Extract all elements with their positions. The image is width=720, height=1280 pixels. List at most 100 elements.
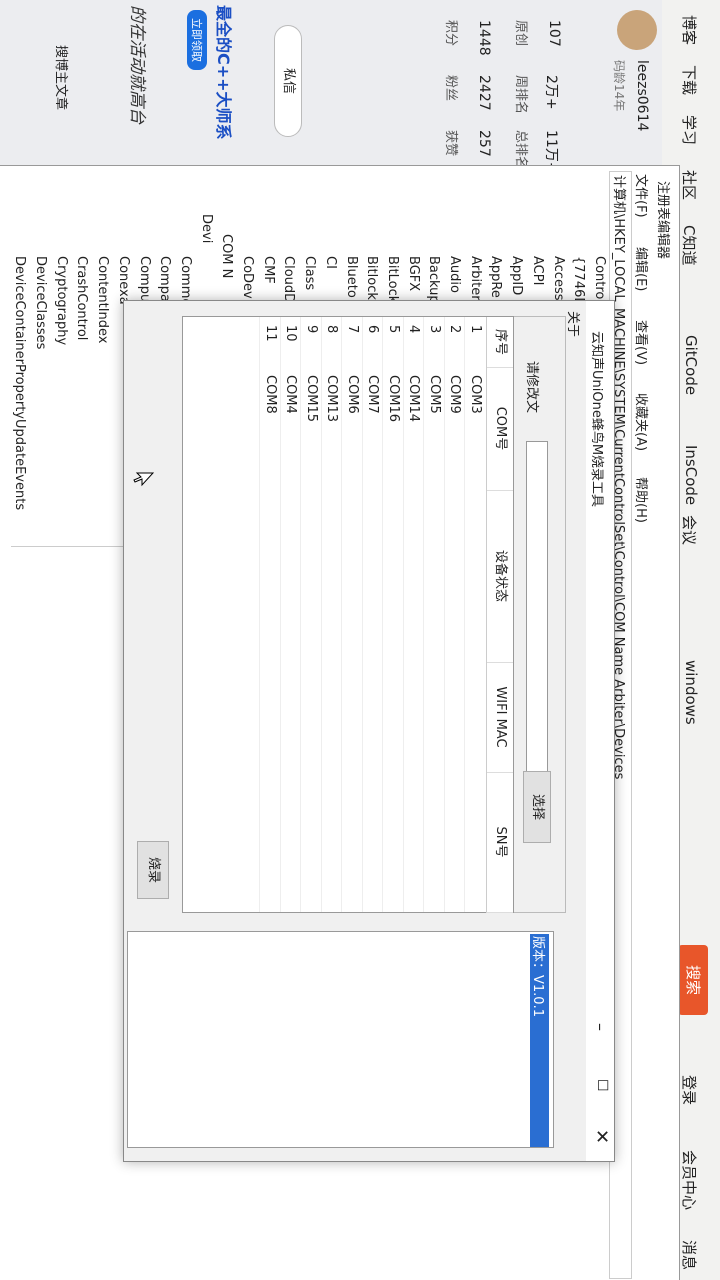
tool-title: 云知声UniOne蜂鸟M烧录工具 xyxy=(589,331,604,508)
tree-item[interactable]: Conexa xyxy=(115,256,131,305)
tree-item[interactable]: CI xyxy=(322,256,338,269)
table-cell: 7 xyxy=(345,325,360,334)
tree-item[interactable]: Cryptography xyxy=(53,256,69,346)
tree-item[interactable]: Bitlock xyxy=(364,256,380,300)
registry-title: 注册表编辑器 xyxy=(655,181,670,260)
tree-item[interactable]: Arbiter xyxy=(467,256,483,301)
tree-item[interactable]: Compa xyxy=(157,256,173,302)
table-cell: 4 xyxy=(406,325,422,334)
nav-link[interactable]: windows xyxy=(682,660,700,725)
vip-link[interactable]: 会员中心 xyxy=(680,1150,698,1211)
tree-item[interactable]: Control xyxy=(592,256,607,303)
tree-item[interactable]: BitLock xyxy=(385,256,400,304)
nav-link[interactable]: GitCode xyxy=(682,335,700,396)
table-cell: 8 xyxy=(324,325,340,334)
nav-link[interactable]: 会议 xyxy=(680,515,698,546)
nav-link[interactable]: InsCode xyxy=(682,445,700,506)
burn-button[interactable]: 烧录 xyxy=(137,841,169,899)
nav-link[interactable]: 下载 xyxy=(680,65,698,96)
cursor xyxy=(133,472,154,487)
row-line xyxy=(464,317,466,912)
tree-item[interactable]: CloudD xyxy=(281,256,297,304)
handwriting: 的在活动就高台 xyxy=(127,5,147,124)
table-cell: 2 xyxy=(447,325,463,334)
stat-label: 总排名 xyxy=(513,130,528,170)
row-line xyxy=(259,317,261,912)
table-cell: COM15 xyxy=(304,375,319,423)
menu-item[interactable]: 帮助(H) xyxy=(633,477,648,523)
stat-value: 2427 xyxy=(476,75,492,111)
table-cell: COM9 xyxy=(447,375,463,414)
nav-link[interactable]: 博客 xyxy=(680,15,698,46)
input-label: 请修改文 xyxy=(524,361,539,414)
stat-label: 周排名 xyxy=(513,75,528,115)
log-panel: 版本：V1.0.1 xyxy=(127,931,554,1148)
table-header: 设备状态 xyxy=(486,490,513,663)
table-cell: COM5 xyxy=(427,375,442,414)
table-cell: COM16 xyxy=(386,375,401,423)
tree-item[interactable]: CoDevi xyxy=(240,256,256,303)
table-header: 序号 xyxy=(486,317,513,368)
nav-link[interactable]: 学习 xyxy=(680,115,698,146)
search-button[interactable]: 搜索 xyxy=(678,945,708,1015)
tree-item[interactable]: ACPI xyxy=(529,256,545,286)
tool-window: 云知声UniOne蜂鸟M烧录工具 – ☐ ✕ 关于请修改文选择 序号 COM号 设备状态 WIF… xyxy=(123,300,615,1162)
message-button[interactable]: 私信 xyxy=(274,25,302,137)
tree-item[interactable]: CrashControl xyxy=(74,256,90,341)
tree-item[interactable]: CMF xyxy=(260,256,276,284)
table-cell: 11 xyxy=(263,325,278,342)
tree-item[interactable]: Access xyxy=(550,256,566,301)
tree-item[interactable]: AppID xyxy=(509,256,525,296)
stat-label: 获赞 xyxy=(443,130,458,157)
table-header: COM号 xyxy=(486,367,513,491)
table-cell: COM3 xyxy=(468,375,483,414)
row-line xyxy=(341,317,343,912)
table-header: WIFI MAC xyxy=(486,662,513,773)
select-button[interactable]: 选择 xyxy=(523,771,551,843)
table-cell: 10 xyxy=(283,325,299,342)
tree-item[interactable]: Class xyxy=(302,256,318,291)
menu-item[interactable]: 文件(F) xyxy=(633,174,648,218)
stat-label: 原创 xyxy=(513,20,528,47)
tree-item[interactable]: BGFX xyxy=(405,256,421,292)
row-line xyxy=(280,317,281,912)
tree-item[interactable]: Audio xyxy=(447,256,463,293)
row-line xyxy=(444,317,445,912)
tree-item[interactable]: DeviceClasses xyxy=(33,256,49,350)
minimize[interactable]: – xyxy=(591,1023,610,1031)
stat-value: 1448 xyxy=(476,20,492,56)
menu-item[interactable]: 关于 xyxy=(565,311,580,338)
table-cell: 3 xyxy=(427,325,442,334)
tree-item[interactable]: Compu xyxy=(136,256,152,303)
table-cell: COM8 xyxy=(263,375,278,414)
menu-item[interactable]: 查看(V) xyxy=(633,320,648,366)
menu-item[interactable]: 编辑(E) xyxy=(633,247,648,292)
log-line: 版本：V1.0.1 xyxy=(530,934,549,1147)
table-cell: 1 xyxy=(468,325,483,334)
maximize[interactable]: ☐ xyxy=(594,1079,610,1092)
path-input[interactable] xyxy=(526,441,548,773)
banner-button[interactable]: 立即领取 xyxy=(187,10,207,70)
tree-item[interactable]: Devi xyxy=(198,214,214,244)
tree-item[interactable]: ContentIndex xyxy=(95,256,111,344)
tree-item[interactable]: DeviceContainerPropertyUpdateEvents xyxy=(12,256,28,511)
close[interactable]: ✕ xyxy=(591,1129,612,1145)
avatar xyxy=(617,10,657,50)
login-link[interactable]: 登录 xyxy=(680,1075,698,1106)
tree-item[interactable]: COM N xyxy=(219,234,235,279)
tree-item[interactable]: Backup xyxy=(426,256,442,304)
nav-link[interactable]: C知道 xyxy=(680,225,698,266)
nav-link[interactable]: 社区 xyxy=(680,170,698,201)
messages-link[interactable]: 消息 xyxy=(680,1240,698,1271)
tree-item[interactable]: Blueto xyxy=(343,256,359,298)
table-cell: COM7 xyxy=(365,375,381,414)
tree-item[interactable]: Comme xyxy=(178,256,193,307)
stat-value: 257 xyxy=(476,130,492,157)
user-name: leezs0614 xyxy=(634,60,650,132)
row-line xyxy=(321,317,322,912)
search-articles[interactable]: 搜博主文章 xyxy=(53,45,68,111)
stat-label: 积分 xyxy=(443,20,458,47)
tree-item[interactable]: AppRe xyxy=(488,256,504,298)
menu-item[interactable]: 收藏夹(A) xyxy=(633,393,648,452)
